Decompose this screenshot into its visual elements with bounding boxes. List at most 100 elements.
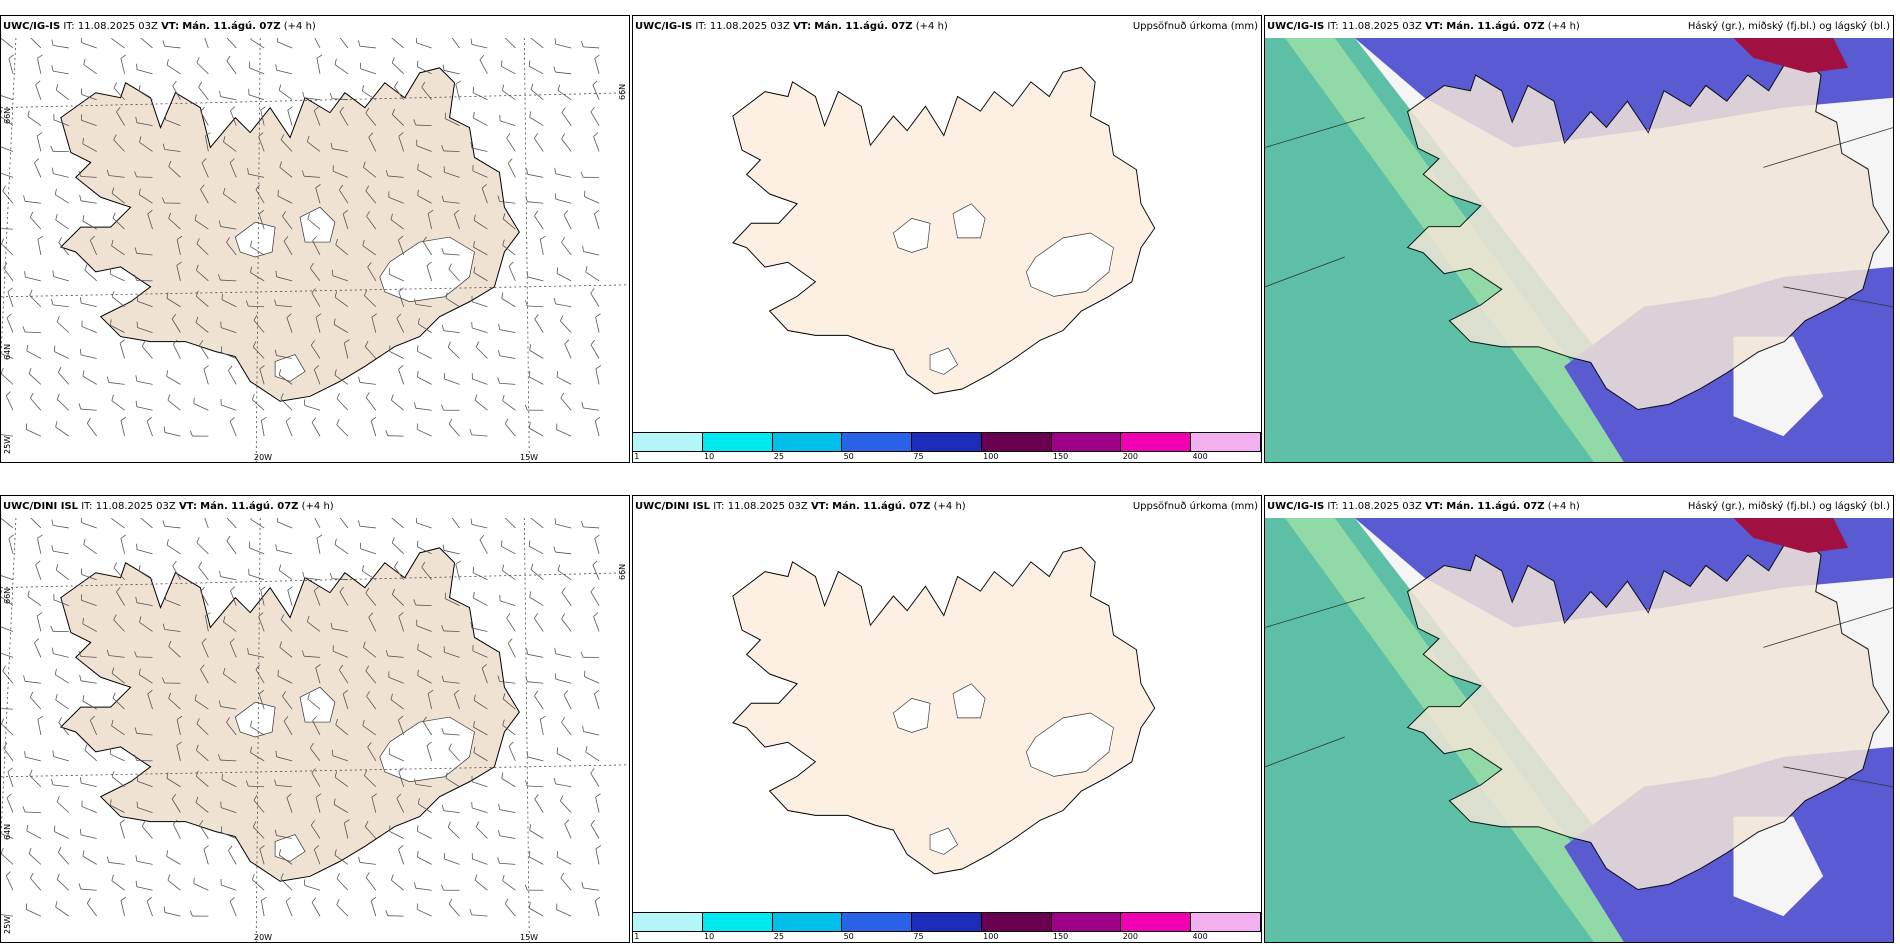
wind-barb (204, 135, 209, 152)
wind-barb-flag (445, 772, 448, 779)
wind-barb (80, 200, 97, 204)
wind-barb-flag (138, 565, 141, 572)
wind-barb (5, 395, 14, 411)
wind-barb (36, 615, 42, 632)
wind-barb (250, 518, 265, 529)
wind-barb-flag (146, 896, 152, 902)
glacier (952, 203, 986, 239)
wind-barb (342, 213, 349, 230)
wind-barb (481, 668, 488, 684)
wind-barb-flag (336, 899, 340, 905)
wind-barb-flag (261, 416, 267, 421)
cloud-map (1265, 38, 1893, 462)
wind-barb (391, 518, 404, 529)
wind-barb (164, 912, 181, 917)
wind-barb-flag (138, 85, 141, 92)
wind-barb-flag (168, 692, 172, 699)
wind-barb-flag (398, 287, 404, 292)
wind-barb (1, 116, 14, 126)
wind-barb (286, 317, 293, 333)
wind-barb (220, 226, 237, 230)
wind-barb (527, 173, 544, 178)
wind-barb-flag (51, 65, 54, 72)
wind-barb (3, 267, 14, 282)
wind-barb-flag (585, 746, 588, 753)
wind-barb-flag (51, 778, 54, 785)
wind-barb (223, 141, 237, 152)
wind-barb (113, 619, 125, 632)
wind-barb-flag (500, 540, 503, 547)
wind-barb-flag (441, 675, 445, 682)
wind-barb-flag (279, 641, 283, 648)
wind-barb (556, 376, 572, 385)
wind-barb-flag (528, 370, 531, 377)
wind-barb-flag (309, 262, 314, 269)
wind-barb (332, 755, 349, 762)
wind-barb-flag (37, 534, 43, 539)
wind-barb (555, 43, 572, 49)
wind-barb-flag (525, 300, 528, 307)
colorbar-tick-label: 150 (1052, 452, 1069, 461)
wind-barb-flag (358, 40, 361, 47)
wind-barb-flag (556, 747, 559, 754)
wind-barb (81, 782, 97, 788)
wind-barb-flag (365, 587, 370, 594)
wind-barb-flag (501, 84, 505, 91)
wind-barb (342, 693, 349, 710)
wind-barb (82, 700, 97, 710)
wind-barb-flag (524, 404, 528, 411)
wind-barb (82, 143, 97, 152)
colorbar-tick-label: 25 (773, 932, 784, 941)
wind-barb (416, 42, 432, 49)
wind-barb (365, 592, 377, 606)
wind-barb (561, 592, 572, 606)
wind-barb-flag (27, 110, 30, 117)
wind-barb (338, 669, 349, 684)
wind-barb (164, 45, 181, 49)
wind-barb (331, 578, 348, 581)
grid-line (1, 518, 17, 845)
wind-barb (421, 566, 432, 580)
panel-header: UWC/IG-IS IT: 11.08.2025 03Z VT: Mán. 11… (1265, 496, 1893, 518)
wind-barb (171, 798, 181, 813)
wind-barb-flag (334, 849, 337, 856)
wind-barb (200, 591, 209, 606)
wind-barb (448, 268, 460, 282)
wind-barb-flag (58, 237, 63, 243)
wind-barb-flag (8, 54, 14, 59)
wind-barb (417, 66, 432, 75)
wind-barb (220, 576, 237, 581)
wind-barb-flag (52, 647, 54, 654)
wind-barb (533, 138, 544, 152)
wind-barb-flag (252, 821, 257, 828)
wind-barb (527, 276, 544, 282)
wind-barb (1, 172, 14, 178)
wind-barb-flag (473, 214, 476, 221)
wind-barb-flag (526, 270, 529, 277)
wind-barb-flag (580, 651, 584, 658)
wind-barb-flag (168, 640, 172, 647)
glacier (274, 834, 306, 862)
colorbar-swatch (1051, 433, 1122, 451)
wind-barb (166, 297, 181, 308)
wind-barb (474, 399, 488, 411)
wind-barb (336, 904, 349, 917)
lat-label-64: 64N (3, 823, 12, 840)
wind-barb (362, 570, 377, 581)
wind-barb-flag (470, 38, 473, 45)
wind-barb (83, 64, 97, 75)
wind-barb-flag (172, 819, 178, 825)
wind-barb-flag (417, 345, 419, 352)
wind-barb (508, 266, 516, 282)
wind-barb-flag (396, 793, 402, 799)
wind-barb-flag (55, 901, 58, 908)
wind-barb-flag (200, 664, 205, 670)
wind-barb-flag (561, 717, 565, 723)
wind-barb (592, 564, 600, 580)
colorbar-swatch (912, 913, 982, 931)
wind-barb-flag (334, 538, 337, 545)
wind-barb-flag (28, 367, 32, 374)
wind-barb-flag (553, 66, 556, 73)
wind-barb-flag (258, 689, 265, 695)
wind-barb-flag (56, 316, 60, 322)
